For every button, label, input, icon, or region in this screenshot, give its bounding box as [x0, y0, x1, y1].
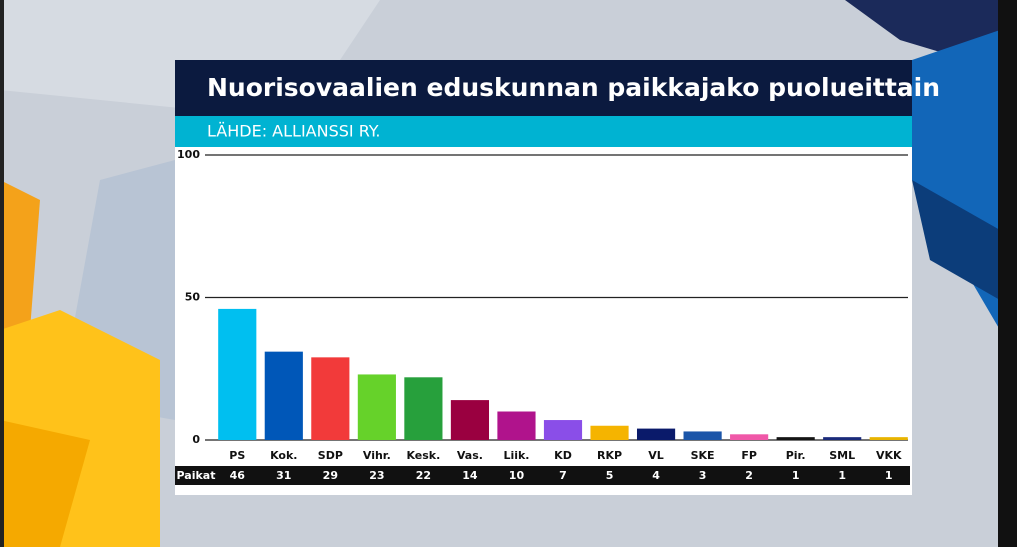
chart-subtitle: LÄHDE: ALLIANSSI RY. [207, 122, 380, 141]
frame-edge [0, 0, 4, 547]
bar [404, 377, 443, 440]
value-label: 10 [509, 469, 525, 482]
chart-title: Nuorisovaalien eduskunnan paikkajako puo… [207, 73, 940, 102]
bar [590, 425, 629, 440]
x-tick-label: VKK [876, 449, 902, 462]
x-tick-label: Vas. [457, 449, 483, 462]
value-label: 5 [606, 469, 614, 482]
plot-panel [175, 147, 912, 495]
decoration [912, 180, 1000, 300]
x-tick-label: RKP [597, 449, 622, 462]
bar [636, 428, 676, 440]
bar [264, 351, 303, 440]
value-label: 2 [745, 469, 753, 482]
x-tick-label: PS [229, 449, 245, 462]
value-label: 29 [323, 469, 338, 482]
x-tick-label: Pir. [786, 449, 806, 462]
decoration [0, 420, 90, 547]
bar [497, 411, 536, 440]
x-tick-label: SDP [318, 449, 343, 462]
x-tick-label: Vihr. [363, 449, 391, 462]
x-tick-label: KD [554, 449, 572, 462]
value-label: 14 [462, 469, 478, 482]
bar [683, 431, 722, 440]
x-tick-label: Kok. [270, 449, 297, 462]
value-label: 7 [559, 469, 567, 482]
bar [730, 434, 769, 440]
bar [776, 437, 815, 440]
row-label: Paikat [177, 469, 216, 482]
value-label: 23 [369, 469, 384, 482]
x-tick-label: SML [829, 449, 855, 462]
y-tick-label: 0 [192, 433, 200, 446]
value-label: 1 [792, 469, 800, 482]
bar [869, 437, 908, 440]
value-label: 4 [652, 469, 660, 482]
x-tick-label: Liik. [503, 449, 529, 462]
row-bar [175, 466, 910, 485]
title-bar [175, 60, 912, 116]
bar [218, 308, 257, 440]
bar [823, 437, 862, 440]
value-label: 1 [885, 469, 893, 482]
value-label: 1 [838, 469, 846, 482]
x-tick-label: VL [648, 449, 664, 462]
value-label: 22 [416, 469, 431, 482]
x-tick-label: Kesk. [406, 449, 440, 462]
bar [450, 400, 490, 440]
bar [357, 374, 396, 440]
x-tick-label: SKE [691, 449, 715, 462]
value-label: 3 [699, 469, 707, 482]
frame-edge [998, 0, 1017, 547]
value-label: 31 [276, 469, 291, 482]
subtitle-bar [175, 116, 912, 147]
y-tick-label: 50 [185, 291, 201, 304]
bar [311, 357, 350, 440]
y-tick-label: 100 [177, 148, 200, 161]
decoration [0, 180, 40, 340]
bar [543, 420, 583, 440]
value-label: 46 [230, 469, 246, 482]
x-tick-label: FP [741, 449, 757, 462]
